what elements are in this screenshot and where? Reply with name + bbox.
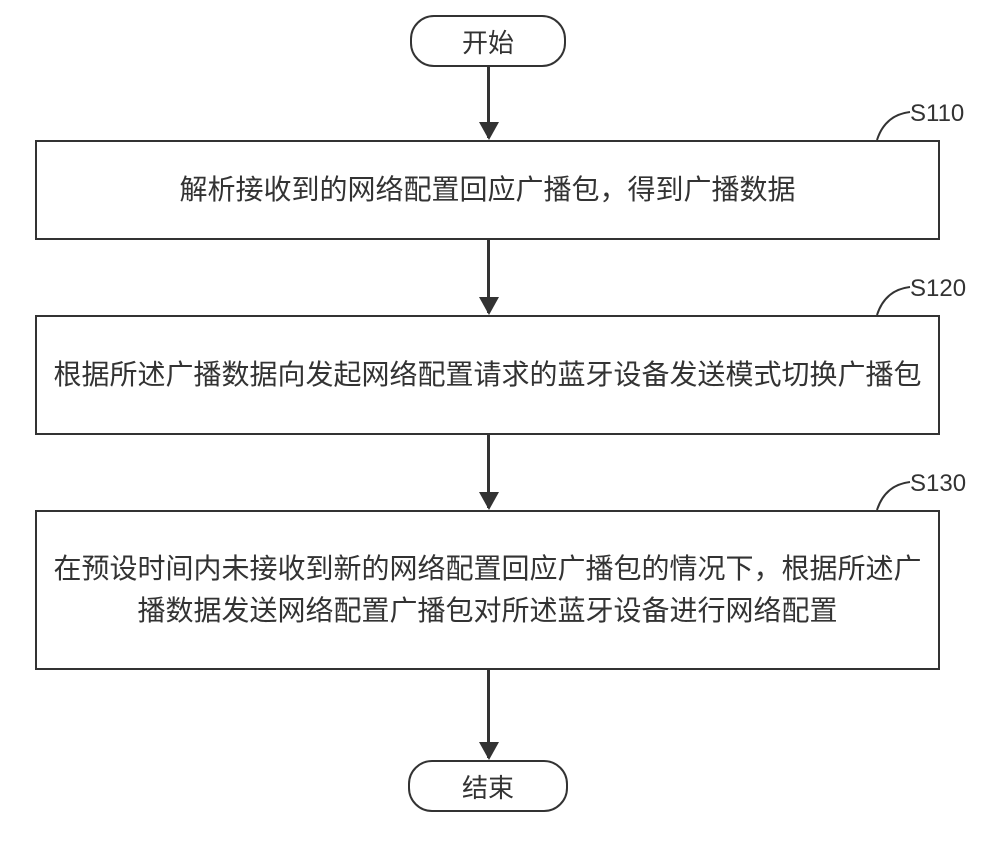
step1-node: 解析接收到的网络配置回应广播包，得到广播数据: [35, 140, 940, 240]
step3-node: 在预设时间内未接收到新的网络配置回应广播包的情况下，根据所述广播数据发送网络配置…: [35, 510, 940, 670]
s120-text: S120: [910, 275, 966, 302]
end-node: 结束: [408, 760, 568, 812]
start-text: 开始: [462, 23, 514, 60]
s120-connector: [875, 285, 915, 320]
step2-node: 根据所述广播数据向发起网络配置请求的蓝牙设备发送模式切换广播包: [35, 315, 940, 435]
arrow-step3-to-end: [487, 670, 490, 758]
s110-label: S110: [910, 100, 964, 128]
step1-text: 解析接收到的网络配置回应广播包，得到广播数据: [179, 169, 795, 211]
s130-label: S130: [910, 470, 966, 498]
step2-text: 根据所述广播数据向发起网络配置请求的蓝牙设备发送模式切换广播包: [53, 354, 921, 396]
s130-text: S130: [910, 470, 966, 497]
flowchart-container: 开始 解析接收到的网络配置回应广播包，得到广播数据 S110 根据所述广播数据向…: [0, 0, 1000, 857]
end-text: 结束: [462, 768, 514, 805]
arrow-start-to-step1: [487, 67, 490, 138]
arrow-step2-to-step3: [487, 435, 490, 508]
step3-text: 在预设时间内未接收到新的网络配置回应广播包的情况下，根据所述广播数据发送网络配置…: [53, 548, 922, 632]
s110-text: S110: [910, 100, 964, 127]
arrow-step1-to-step2: [487, 240, 490, 313]
s110-connector: [875, 110, 915, 145]
s130-connector: [875, 480, 915, 515]
s120-label: S120: [910, 275, 966, 303]
start-node: 开始: [410, 15, 566, 67]
